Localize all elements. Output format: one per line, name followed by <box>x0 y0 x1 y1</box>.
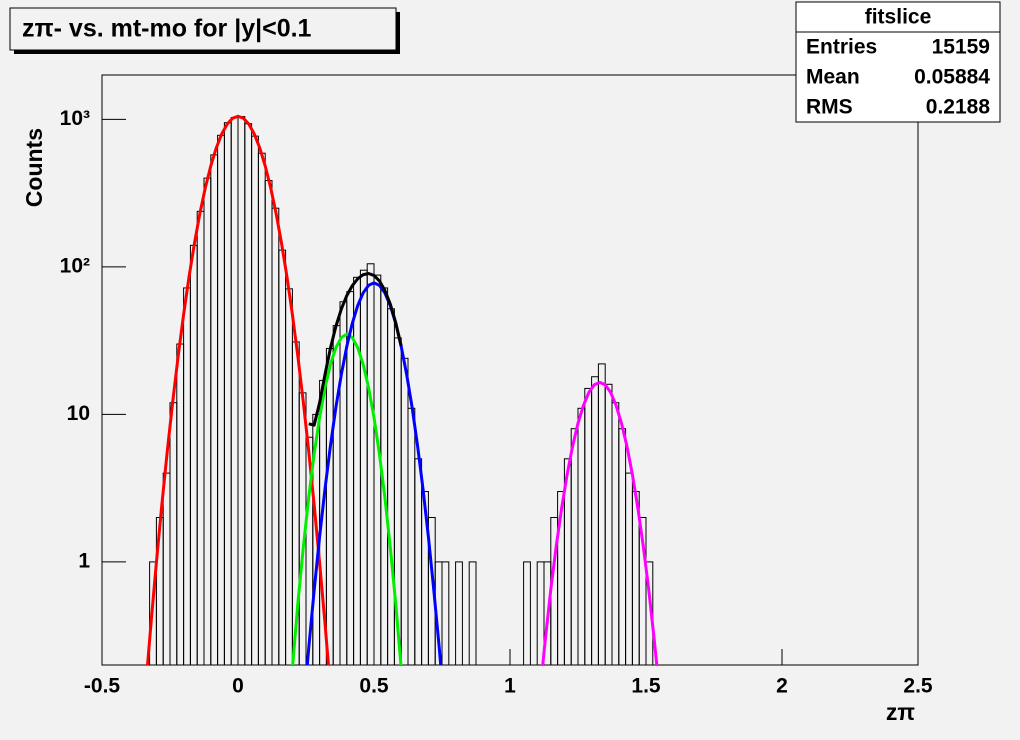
plot-area <box>146 114 659 665</box>
y-axis-title: Counts <box>21 128 47 207</box>
stats-label: Mean <box>806 66 860 89</box>
stats-box <box>795 1 1001 123</box>
x-tick-label: 1.5 <box>631 675 661 698</box>
chart-title: zπ- vs. mt-mo for |y|<0.1 <box>22 15 312 43</box>
fit-curve <box>308 272 403 427</box>
y-tick-label: 10³ <box>60 107 90 130</box>
fit-curve <box>541 380 659 665</box>
stats-label: RMS <box>806 96 853 119</box>
x-tick-label: 1 <box>504 675 516 698</box>
histogram-bin <box>441 561 450 665</box>
fit-curve <box>305 281 443 665</box>
histogram-bin <box>523 561 531 665</box>
fit-curve <box>291 332 403 665</box>
stats-value: 15159 <box>932 36 990 59</box>
stats-value: 0.05884 <box>914 66 990 89</box>
x-tick-label: -0.5 <box>84 675 121 698</box>
x-tick-label: 2.5 <box>903 675 933 698</box>
stats-label: Entries <box>806 36 877 59</box>
x-tick-label: 0 <box>232 675 244 698</box>
x-tick-label: 2 <box>776 675 788 698</box>
stats-value: 0.2188 <box>926 96 991 119</box>
y-tick-label: 10² <box>60 254 90 277</box>
title-box <box>9 7 397 51</box>
y-tick-label: 10 <box>67 402 90 425</box>
x-tick-label: 0.5 <box>359 675 389 698</box>
x-axis-title: zπ <box>886 699 915 725</box>
stats-title: fitslice <box>865 6 932 29</box>
histogram-bin <box>455 561 463 665</box>
y-tick-label: 1 <box>78 549 90 572</box>
fit-curve <box>146 114 330 665</box>
histogram-bin <box>468 561 477 665</box>
